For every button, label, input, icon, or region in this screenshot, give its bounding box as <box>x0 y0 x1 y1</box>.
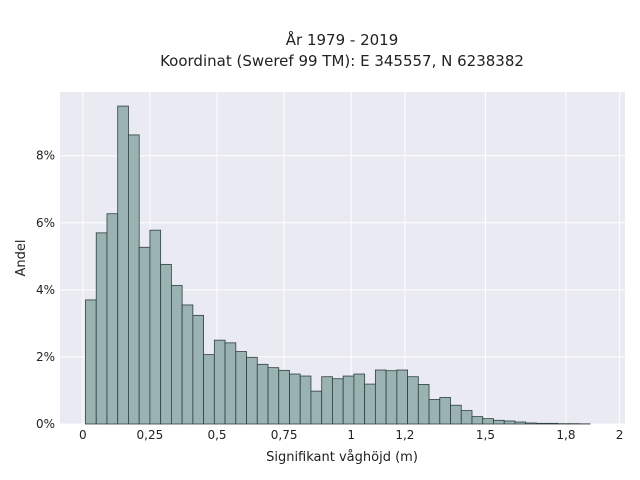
histogram-bar <box>321 376 333 425</box>
histogram-bar <box>471 416 484 425</box>
histogram-bar <box>192 314 204 425</box>
histogram-bar <box>407 376 419 425</box>
histogram-bar <box>310 390 323 425</box>
x-tick-label: 0,25 <box>137 428 164 442</box>
histogram-bar <box>138 246 151 425</box>
x-axis-label: Signifikant våghöjd (m) <box>266 450 418 465</box>
histogram-bar <box>246 356 258 425</box>
histogram-bar <box>536 422 548 425</box>
x-tick-label: 1,2 <box>395 428 414 442</box>
x-tick-label: 1,5 <box>476 428 495 442</box>
histogram-bar <box>353 373 366 425</box>
x-tick-label: 0 <box>79 428 87 442</box>
y-axis-ticks: 0% 2% 4% 6% 8% <box>36 149 55 431</box>
histogram-bar <box>203 354 215 425</box>
histogram-bar <box>106 213 119 425</box>
histogram-bar <box>85 299 97 425</box>
histogram-bar <box>149 229 162 425</box>
y-axis-label: Andel <box>14 240 29 277</box>
histogram-bar <box>181 304 194 425</box>
histogram-bar <box>417 384 430 425</box>
histogram-bar <box>374 369 387 425</box>
histogram-bar <box>546 422 559 425</box>
x-tick-label: 0,75 <box>271 428 298 442</box>
x-tick-label: 1 <box>347 428 355 442</box>
y-tick-label: 4% <box>36 283 55 297</box>
histogram-bar <box>482 418 494 425</box>
histogram-bar <box>160 263 172 425</box>
histogram-bar <box>385 370 398 425</box>
histogram-bar <box>332 378 344 425</box>
histogram-bar <box>460 410 473 425</box>
histogram-bar <box>128 134 140 425</box>
histogram-bar <box>525 422 537 425</box>
x-tick-label: 0,5 <box>207 428 226 442</box>
histogram-bar <box>514 421 527 425</box>
histogram-bar <box>235 351 247 425</box>
y-tick-label: 8% <box>36 149 55 163</box>
histogram-bar <box>299 375 312 425</box>
histogram-bar <box>278 369 290 425</box>
histogram-bar <box>95 232 108 425</box>
histogram-bar <box>439 397 451 425</box>
histogram-bar <box>224 342 237 425</box>
histogram-bar <box>289 373 301 425</box>
histogram-bar <box>493 419 505 425</box>
x-tick-label: 1,8 <box>556 428 575 442</box>
histogram-bar <box>503 420 516 425</box>
histogram-bar <box>450 404 462 425</box>
histogram-bar <box>256 363 269 425</box>
chart-title-line1: År 1979 - 2019 <box>286 30 399 49</box>
histogram-bar <box>396 369 408 425</box>
y-tick-label: 6% <box>36 216 55 230</box>
y-tick-label: 0% <box>36 417 55 431</box>
histogram-bar <box>213 339 226 425</box>
histogram-bars <box>85 105 591 425</box>
y-tick-label: 2% <box>36 350 55 364</box>
x-tick-label: 2 <box>616 428 624 442</box>
chart-title-line2: Koordinat (Sweref 99 TM): E 345557, N 62… <box>160 52 524 70</box>
histogram-bar <box>170 285 183 425</box>
x-axis-ticks: 0 0,25 0,5 0,75 1 1,2 1,5 1,8 2 <box>79 428 623 442</box>
histogram-bar <box>342 375 355 425</box>
histogram-bar <box>364 383 376 425</box>
histogram-bar <box>267 367 280 425</box>
histogram-bar <box>117 105 129 425</box>
histogram-bar <box>428 399 441 425</box>
